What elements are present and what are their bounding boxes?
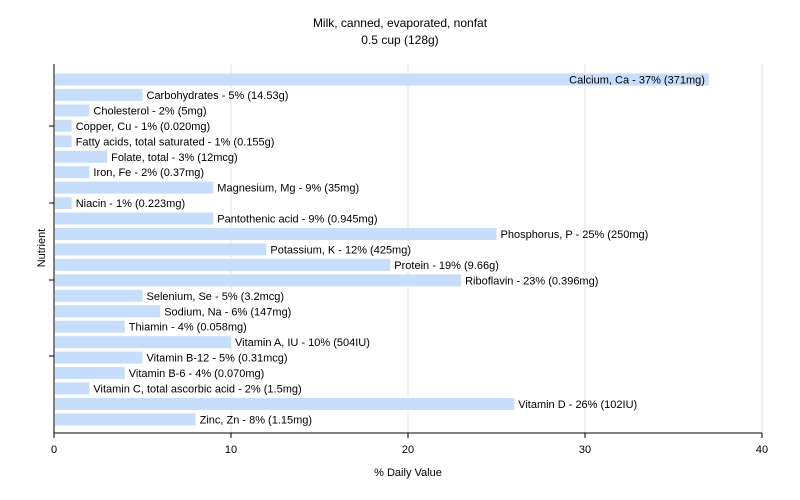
bar-label: Potassium, K - 12% (425mg) xyxy=(270,244,411,256)
chart-title: Milk, canned, evaporated, nonfat xyxy=(312,16,488,30)
bar-label: Vitamin B-12 - 5% (0.31mcg) xyxy=(147,353,288,365)
bar-label: Carbohydrates - 5% (14.53g) xyxy=(147,90,289,102)
bar-label: Thiamin - 4% (0.058mg) xyxy=(129,322,247,334)
bar xyxy=(55,413,196,426)
bar xyxy=(55,166,90,179)
x-tick-label: 30 xyxy=(579,444,591,456)
bar xyxy=(55,150,108,163)
bar-label: Vitamin B-6 - 4% (0.070mg) xyxy=(129,368,265,380)
x-tick-label: 40 xyxy=(756,444,768,456)
axes: 0 10 20 30 40 xyxy=(49,64,768,456)
bar-label: Magnesium, Mg - 9% (35mg) xyxy=(217,183,359,195)
bar-label: Vitamin C, total ascorbic acid - 2% (1.5… xyxy=(93,384,301,396)
bar xyxy=(55,320,125,333)
bar-label: Selenium, Se - 5% (3.2mcg) xyxy=(147,291,285,303)
bar-labels: Calcium, Ca - 37% (371mg) Carbohydrates -… xyxy=(76,75,705,427)
bar-label: Copper, Cu - 1% (0.020mg) xyxy=(76,121,211,133)
bar xyxy=(55,336,231,349)
bar-label: Cholesterol - 2% (5mg) xyxy=(93,105,206,117)
x-tick-label: 0 xyxy=(51,444,57,456)
bar xyxy=(55,243,267,256)
bar xyxy=(55,351,143,364)
bar xyxy=(55,258,391,271)
bar-label: Phosphorus, P - 25% (250mg) xyxy=(501,229,649,241)
bar-label: Vitamin A, IU - 10% (504IU) xyxy=(235,337,370,349)
bar xyxy=(55,104,90,117)
x-axis-title: % Daily Value xyxy=(374,467,442,479)
x-tick-label: 20 xyxy=(402,444,414,456)
bar xyxy=(55,305,161,318)
bar xyxy=(55,397,515,410)
bar xyxy=(55,289,143,302)
bar-label: Riboflavin - 23% (0.396mg) xyxy=(465,275,598,287)
bar xyxy=(55,135,72,148)
bar-label: Pantothenic acid - 9% (0.945mg) xyxy=(217,214,377,226)
bar xyxy=(55,367,125,380)
chart-subtitle: 0.5 cup (128g) xyxy=(361,33,439,47)
bar-label: Calcium, Ca - 37% (371mg) xyxy=(569,75,705,87)
bar xyxy=(55,382,90,395)
bar xyxy=(55,119,72,132)
bar-label: Folate, total - 3% (12mcg) xyxy=(111,152,238,164)
bar xyxy=(55,73,709,86)
y-axis-title: Nutrient xyxy=(36,229,48,268)
bar xyxy=(55,88,143,101)
bar xyxy=(55,274,462,287)
bar-label: Fatty acids, total saturated - 1% (0.155… xyxy=(76,136,275,148)
bar xyxy=(55,212,214,225)
bar-label: Iron, Fe - 2% (0.37mg) xyxy=(93,167,204,179)
bars xyxy=(55,73,709,426)
bar-label: Protein - 19% (9.66g) xyxy=(394,260,499,272)
bar xyxy=(55,228,497,240)
bar xyxy=(55,197,72,210)
bar-label: Niacin - 1% (0.223mg) xyxy=(76,198,185,210)
bar-label: Zinc, Zn - 8% (1.15mg) xyxy=(200,414,312,426)
bar-label: Vitamin D - 26% (102IU) xyxy=(518,399,637,411)
chart-title-block: Milk, canned, evaporated, nonfat 0.5 cup… xyxy=(0,15,800,49)
bar-label: Sodium, Na - 6% (147mg) xyxy=(164,306,291,318)
bar xyxy=(55,181,214,194)
x-tick-label: 10 xyxy=(225,444,237,456)
